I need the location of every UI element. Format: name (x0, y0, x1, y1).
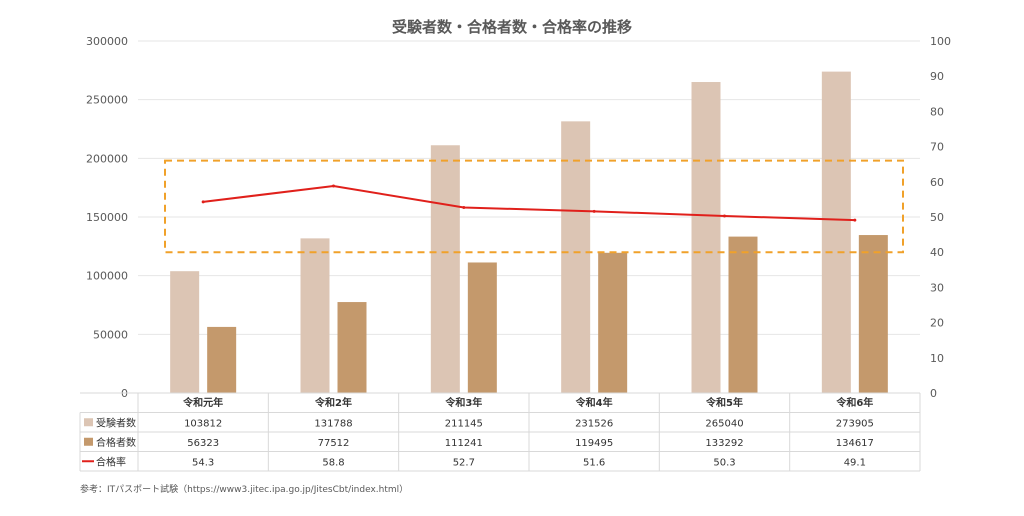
examinee-bar (561, 121, 591, 393)
examinee-bar (821, 71, 851, 393)
table-value: 50.3 (713, 457, 735, 468)
highlight-box-layer (164, 159, 904, 254)
legend-swatch (84, 437, 93, 446)
y-tick-label: 200000 (86, 152, 128, 165)
y2-tick-label: 20 (930, 317, 944, 330)
passer-bar (467, 262, 497, 393)
table-value: 49.1 (844, 457, 866, 468)
y2-tick-label: 90 (930, 70, 944, 83)
gridlines (138, 40, 920, 394)
table-value: 111241 (445, 438, 483, 449)
pass-rate-point (462, 205, 466, 209)
y2-tick-label: 100 (930, 35, 951, 48)
source-note: 参考：ITパスポート試験（https://www3.jitec.ipa.go.j… (80, 483, 408, 495)
passer-bar (207, 326, 237, 393)
y2-tick-label: 10 (930, 352, 944, 365)
table-value: 103812 (184, 418, 222, 429)
table-value: 134617 (836, 438, 874, 449)
table-value: 77512 (318, 438, 350, 449)
category-label: 令和3年 (444, 396, 482, 409)
y2-tick-label: 80 (930, 105, 944, 118)
pass-rate-line (203, 185, 855, 222)
table-value: 265040 (705, 418, 743, 429)
legend-swatch (84, 418, 93, 427)
pass-rate-point (592, 209, 596, 213)
examinee-bar (170, 271, 200, 393)
pass-rate-point (332, 184, 335, 188)
highlight-box (164, 159, 904, 254)
category-label: 令和4年 (575, 396, 613, 409)
table-value: 211145 (445, 418, 483, 429)
examinee-bar (691, 82, 721, 394)
y2-tick-label: 0 (930, 387, 937, 400)
table-value: 133292 (705, 438, 743, 449)
y2-tick-label: 60 (930, 176, 944, 189)
y2-tick-label: 40 (930, 246, 944, 259)
y-tick-label: 100000 (86, 270, 128, 283)
passer-bar (337, 302, 367, 393)
passer-bar (598, 252, 628, 393)
series-name: 合格者数 (96, 436, 136, 449)
examinee-bar (430, 145, 460, 393)
pass-rate-point (723, 214, 726, 218)
y-tick-label: 50000 (93, 328, 128, 341)
table-value: 273905 (836, 418, 874, 429)
table-value: 58.8 (322, 457, 344, 468)
table-value: 54.3 (192, 457, 214, 468)
table-value: 119495 (575, 438, 613, 449)
y-tick-label: 150000 (86, 211, 128, 224)
rate-line-layer (201, 184, 857, 222)
passer-bar (858, 235, 888, 393)
category-label: 令和2年 (314, 396, 352, 409)
y-tick-label: 300000 (86, 35, 128, 48)
chart-title: 受験者数・合格者数・合格率の推移 (392, 18, 632, 36)
y2-tick-label: 30 (930, 281, 944, 294)
bars (170, 71, 888, 394)
table-value: 51.6 (583, 457, 605, 468)
category-label: 令和6年 (835, 396, 873, 409)
y2-tick-label: 50 (930, 211, 944, 224)
pass-rate-point (201, 200, 205, 204)
axes: 0500001000001500002000002500003000000102… (86, 35, 951, 400)
table-value: 52.7 (453, 457, 475, 468)
category-label: 令和元年 (182, 396, 223, 409)
pass-rate-point (853, 218, 857, 222)
passer-bar (728, 236, 758, 393)
table-value: 231526 (575, 418, 613, 429)
table-value: 131788 (314, 418, 352, 429)
y-tick-label: 250000 (86, 94, 128, 107)
y2-tick-label: 70 (930, 141, 944, 154)
series-name: 受験者数 (96, 416, 136, 429)
examinee-bar (300, 238, 330, 393)
table-value: 56323 (187, 438, 219, 449)
series-name: 合格率 (96, 455, 126, 468)
category-label: 令和5年 (705, 396, 743, 409)
